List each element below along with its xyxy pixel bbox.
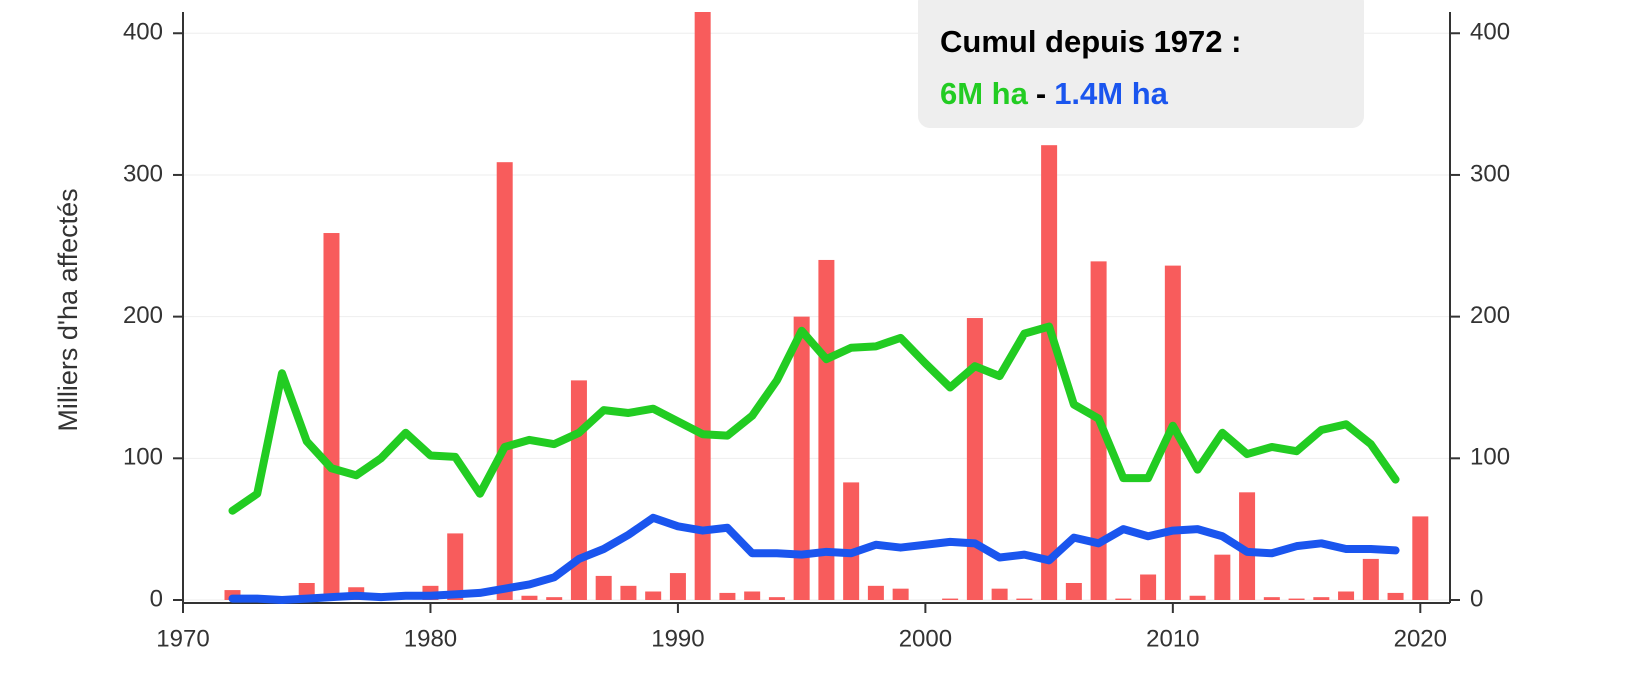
y2-tick-label: 300: [1470, 160, 1510, 187]
bar: [1263, 597, 1280, 600]
x-tick-label: 1980: [404, 625, 457, 652]
bar: [942, 598, 959, 600]
bar: [620, 585, 637, 600]
bar: [719, 592, 736, 600]
y-tick-label: 400: [123, 19, 163, 46]
bar: [867, 585, 884, 600]
bar: [793, 316, 810, 600]
annotation-values: 6M ha -1.4M ha: [940, 76, 1169, 111]
annotation-title: Cumul depuis 1972 :: [940, 24, 1241, 59]
bar: [1016, 598, 1033, 600]
bar: [521, 595, 538, 600]
bar: [447, 533, 464, 600]
bar: [1239, 492, 1256, 600]
x-tick-label: 2000: [899, 625, 952, 652]
x-tick-label: 1990: [651, 625, 704, 652]
bar: [1115, 598, 1132, 600]
bar: [843, 482, 860, 600]
bar: [1065, 582, 1082, 600]
bar: [1140, 574, 1157, 600]
y2-tick-label: 100: [1470, 444, 1510, 471]
bar: [892, 588, 909, 600]
line-series: [228, 322, 1400, 515]
x-tick-label: 1970: [156, 625, 209, 652]
bar: [991, 588, 1008, 600]
bar: [744, 591, 761, 600]
bar: [1412, 516, 1429, 600]
bar: [546, 597, 563, 600]
bar: [496, 162, 513, 600]
bar: [768, 597, 785, 600]
y-tick-label: 200: [123, 302, 163, 329]
bar: [966, 318, 983, 600]
bar: [645, 591, 662, 600]
x-tick-label: 2010: [1146, 625, 1199, 652]
annotation-part: -: [1036, 76, 1046, 111]
y-tick-label: 0: [150, 585, 163, 612]
bar: [1189, 595, 1206, 600]
y2-tick-label: 0: [1470, 585, 1483, 612]
y2-tick-label: 200: [1470, 302, 1510, 329]
bar: [1214, 554, 1231, 600]
x-tick-label: 2020: [1394, 625, 1447, 652]
bar: [1288, 598, 1305, 600]
annotation-box: [918, 0, 1364, 128]
bar: [1041, 145, 1058, 600]
y-tick-label: 300: [123, 160, 163, 187]
annotation-part: 1.4M ha: [1054, 76, 1168, 111]
y2-tick-label: 400: [1470, 19, 1510, 46]
bar: [1090, 261, 1107, 600]
bar: [694, 12, 711, 600]
annotation-part: 6M ha: [940, 76, 1029, 111]
bar: [818, 259, 835, 600]
bar: [1338, 591, 1355, 600]
bar: [669, 573, 686, 600]
bar: [1362, 558, 1379, 600]
y-tick-label: 100: [123, 444, 163, 471]
y-axis-label: Milliers d'ha affectés: [53, 188, 83, 431]
bar: [1313, 597, 1330, 600]
line-series: [228, 513, 1400, 604]
bar: [595, 575, 612, 600]
bar: [323, 233, 340, 601]
bar: [1387, 592, 1404, 600]
